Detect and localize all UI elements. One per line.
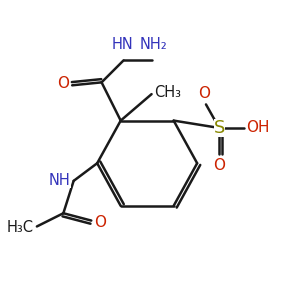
Text: HN: HN — [111, 37, 133, 52]
Text: S: S — [214, 119, 225, 137]
Text: CH₃: CH₃ — [154, 85, 181, 100]
Text: H₃C: H₃C — [7, 220, 34, 236]
Text: NH₂: NH₂ — [139, 37, 167, 52]
Text: O: O — [94, 214, 106, 230]
Text: OH: OH — [246, 120, 269, 135]
Text: NH: NH — [49, 173, 71, 188]
Text: O: O — [57, 76, 69, 91]
Text: O: O — [213, 158, 225, 173]
Text: O: O — [199, 86, 211, 101]
